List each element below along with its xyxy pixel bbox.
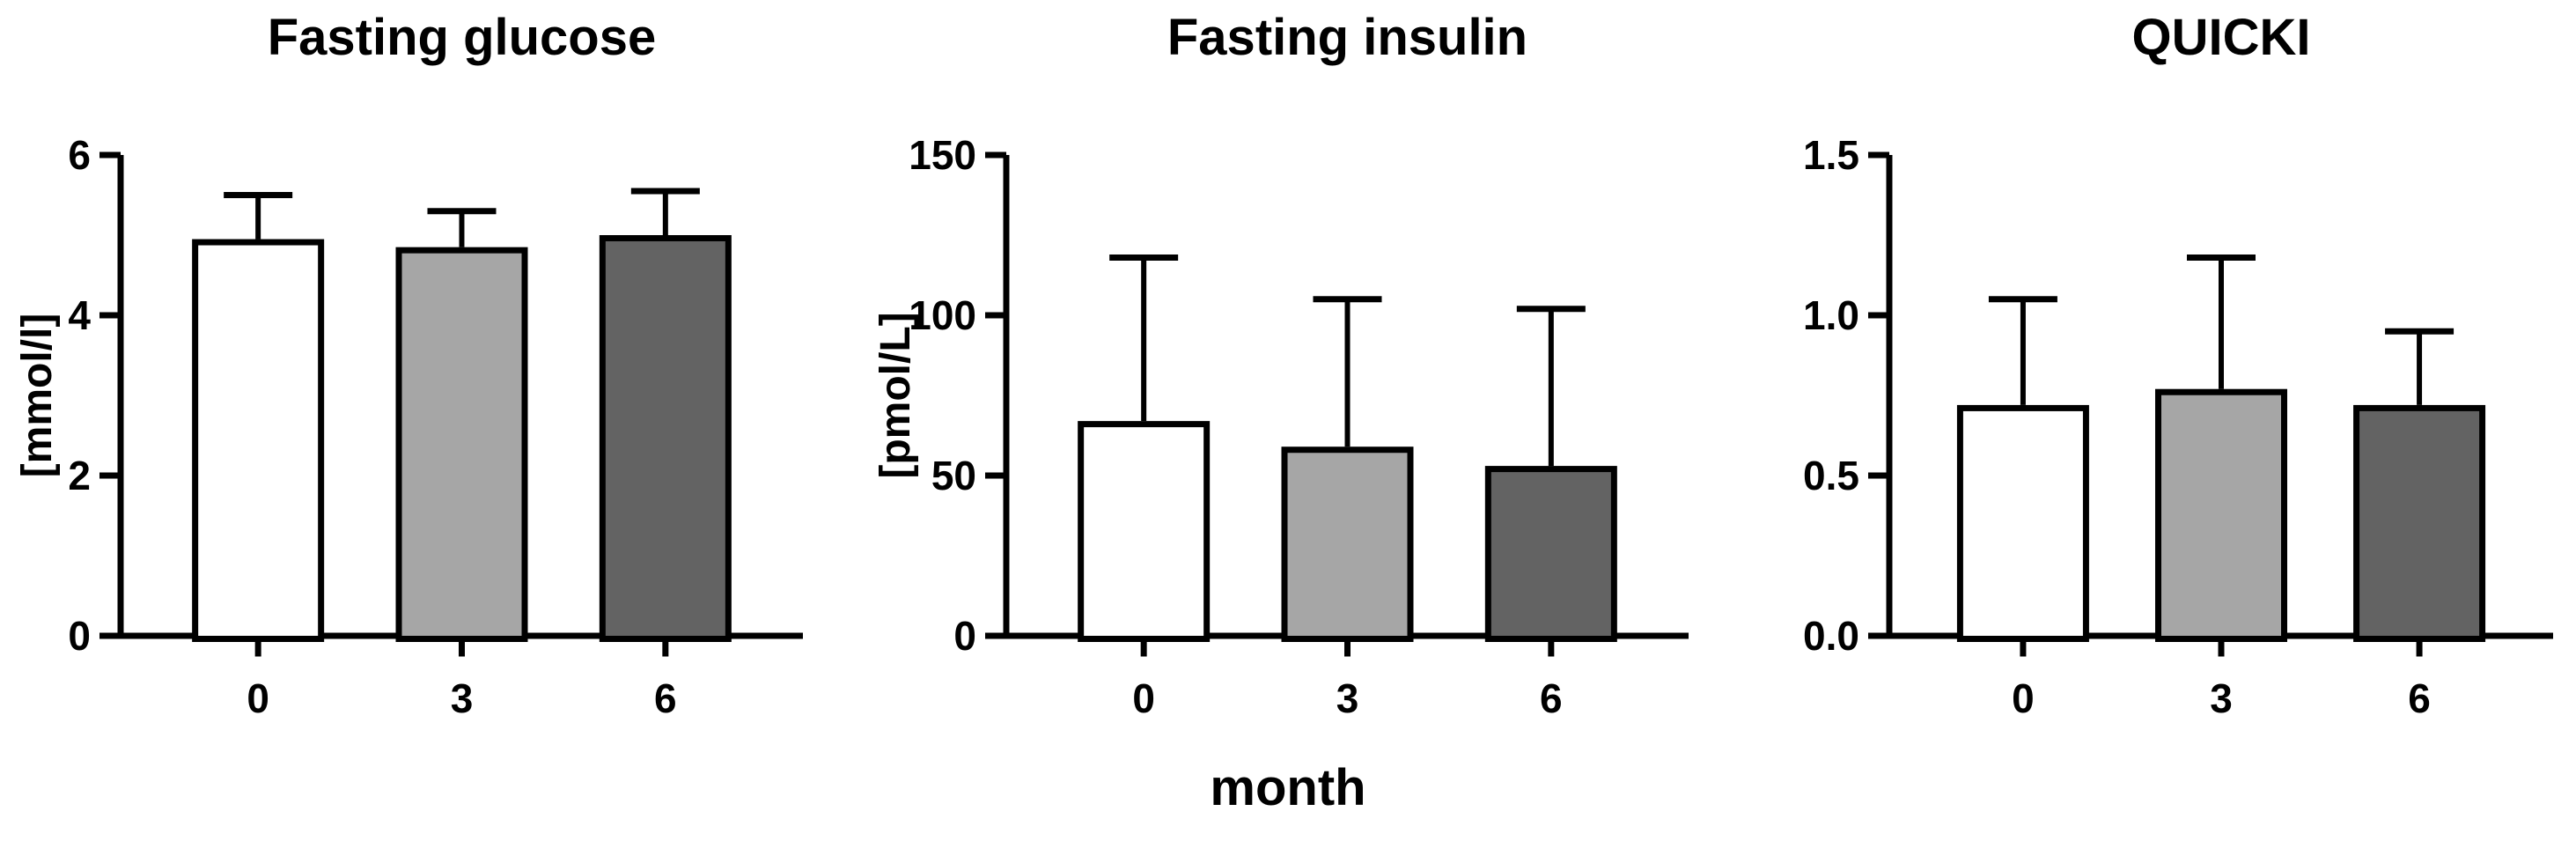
chart-fasting-insulin: Fasting insulin [pmol/L] 0 50 100 150 0 3 6 (872, 9, 1689, 721)
category-label: 3 (2210, 675, 2233, 721)
bar-month-0 (1956, 404, 2089, 642)
y-tick-label: 2 (68, 453, 91, 498)
y-tick-label: 150 (909, 132, 976, 178)
bar-month-6 (2353, 404, 2486, 642)
x-axis-title: month (1210, 759, 1366, 816)
y-tick-label: 1.5 (1803, 132, 1859, 178)
bar-month-3 (2155, 388, 2287, 642)
y-tick-label: 1.0 (1803, 292, 1859, 338)
bar-month-6 (599, 235, 732, 642)
chart-title: Fasting glucose (268, 9, 657, 66)
bar-month-6 (1484, 466, 1617, 643)
y-tick-label: 0.0 (1803, 613, 1859, 659)
y-tick-label: 0 (68, 613, 91, 659)
y-tick-label: 0.5 (1803, 453, 1859, 498)
bar-month-3 (395, 247, 528, 642)
y-tick-label: 50 (931, 453, 976, 498)
chart-title: QUICKI (2132, 9, 2311, 66)
y-axis-label: [mmol/l] (14, 314, 61, 478)
bar-month-3 (1281, 446, 1414, 642)
y-tick-label: 0 (953, 613, 976, 659)
category-label: 6 (2408, 675, 2431, 721)
category-label: 0 (247, 675, 269, 721)
chart-quicki: QUICKI 0.0 0.5 1.0 1.5 0 3 6 (1803, 9, 2553, 721)
category-label: 6 (1540, 675, 1563, 721)
category-label: 0 (2012, 675, 2035, 721)
category-label: 3 (1336, 675, 1359, 721)
category-label: 3 (451, 675, 474, 721)
figure: Fasting glucose [mmol/l] 0 2 4 6 0 3 6 Fasting i… (14, 9, 2553, 721)
category-label: 6 (654, 675, 677, 721)
bar-month-0 (192, 239, 325, 642)
y-tick-label: 100 (909, 292, 976, 338)
y-tick-label: 4 (68, 292, 91, 338)
y-tick-label: 6 (68, 132, 91, 178)
category-label: 0 (1132, 675, 1155, 721)
bar-month-0 (1078, 421, 1211, 642)
y-axis-label: [pmol/L] (872, 312, 919, 478)
chart-fasting-glucose: Fasting glucose [mmol/l] 0 2 4 6 0 3 6 (14, 9, 803, 721)
chart-title: Fasting insulin (1167, 9, 1527, 66)
